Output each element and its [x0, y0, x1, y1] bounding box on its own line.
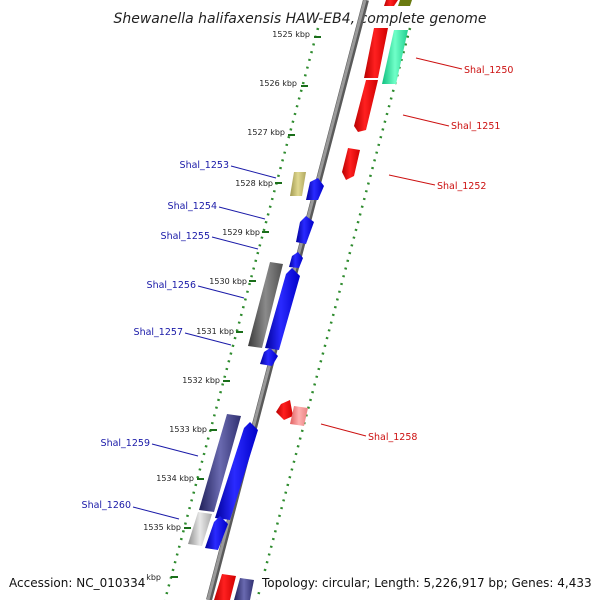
- tick-label: 1529 kbp: [222, 228, 260, 237]
- left-ruler: [163, 27, 320, 600]
- tick-label: 1530 kbp: [209, 277, 247, 286]
- gene-arrow-shal-1259-navy: [199, 414, 241, 512]
- gene-arrow-shal-1259: [215, 422, 258, 520]
- tick-label: 1535 kbp: [143, 523, 181, 532]
- tick-label: 1532 kbp: [182, 376, 220, 385]
- gene-arrow: [398, 0, 412, 6]
- gene-label-shal-1252: Shal_1252: [437, 181, 486, 192]
- footer-summary-bg: [258, 572, 596, 592]
- gene-label-shal-1260: Shal_1260: [82, 500, 131, 511]
- gene-arrow-shal-1260: [205, 516, 228, 550]
- label-connectors: [132, 57, 463, 520]
- gene-label-shal-1258: Shal_1258: [368, 432, 417, 443]
- gene-arrow-shal-1250: [382, 30, 408, 84]
- gene-arrow-shal-1251: [354, 80, 378, 132]
- gene-arrow: [214, 574, 236, 600]
- accession-text: Accession: NC_010334: [9, 576, 145, 590]
- connector-shal-1260: [132, 506, 180, 520]
- tick-label: 1534 kbp: [156, 474, 194, 483]
- connector-shal-1255: [211, 236, 259, 250]
- gene-arrow-shal-1253: [306, 178, 324, 200]
- tick-label: 1527 kbp: [247, 128, 285, 137]
- connector-shal-1259: [151, 443, 199, 457]
- tick-label: 1533 kbp: [169, 425, 207, 434]
- gene-label-shal-1253: Shal_1253: [180, 160, 229, 171]
- gene-label-shal-1257: Shal_1257: [134, 327, 183, 338]
- right-ruler: [255, 27, 412, 600]
- forward-strand-genes: [188, 172, 324, 600]
- tick-label: 1528 kbp: [235, 179, 273, 188]
- gene-labels: Shal_1250 Shal_1251 Shal_1252 Shal_1253 …: [82, 65, 514, 511]
- gene-arrow-shal-1257: [260, 348, 278, 366]
- connector-shal-1257: [184, 332, 232, 346]
- gene-arrow-shal-1258-a: [276, 400, 293, 420]
- connector-shal-1256: [197, 285, 245, 299]
- gene-label-shal-1259: Shal_1259: [101, 438, 150, 449]
- tick-label: 1531 kbp: [196, 327, 234, 336]
- genome-summary-text: Topology: circular; Length: 5,226,917 bp…: [261, 576, 592, 590]
- tick-marks: [171, 36, 321, 578]
- connector-shal-1253: [230, 165, 277, 179]
- gene-arrow-shal-1253-box: [290, 172, 306, 196]
- connector-shal-1258: [320, 423, 367, 437]
- connector-shal-1252: [388, 174, 436, 186]
- connector-shal-1254: [218, 206, 266, 220]
- gene-label-shal-1250: Shal_1250: [464, 65, 513, 76]
- gene-arrow-shal-1250-left: [364, 28, 388, 78]
- reverse-strand-genes: [214, 0, 412, 600]
- gene-arrow-shal-1252: [342, 148, 360, 180]
- tick-label: 1526 kbp: [259, 79, 297, 88]
- footer-accession-bg: [4, 572, 146, 592]
- gene-arrow: [384, 0, 398, 6]
- gene-arrow-shal-1256: [265, 268, 300, 350]
- gene-arrow-shal-1258: [290, 406, 308, 426]
- gene-label-shal-1251: Shal_1251: [451, 121, 500, 132]
- gene-arrow-shal-1255: [296, 216, 314, 244]
- gene-arrow: [234, 578, 254, 600]
- gene-arrow-shal-1256-gray: [248, 262, 283, 348]
- map-title: Shewanella halifaxensis HAW-EB4, complet…: [113, 11, 486, 27]
- gene-arrow-small: [289, 252, 303, 268]
- connector-shal-1250: [415, 57, 463, 70]
- gene-label-shal-1254: Shal_1254: [168, 201, 217, 212]
- gene-label-shal-1256: Shal_1256: [147, 280, 196, 291]
- tick-label: 1525 kbp: [272, 30, 310, 39]
- gene-label-shal-1255: Shal_1255: [161, 231, 210, 242]
- gene-arrow-shal-1260-gray: [188, 512, 212, 546]
- connector-shal-1251: [402, 114, 450, 127]
